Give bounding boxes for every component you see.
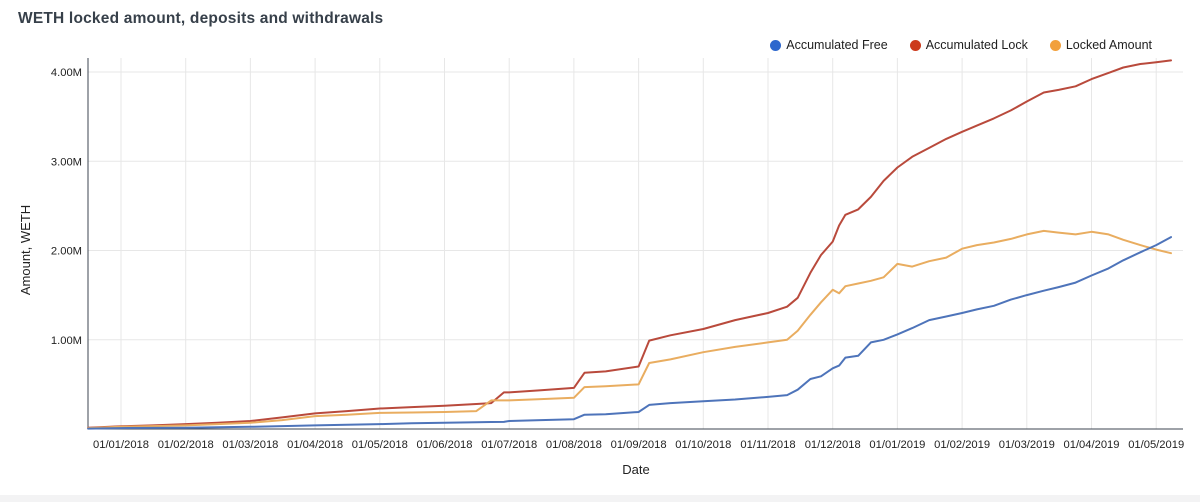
tick-labels: 01/01/2018 01/02/2018 01/03/2018 01/04/2018… (51, 67, 1184, 451)
svg-text:01/03/2018: 01/03/2018 (222, 439, 278, 451)
svg-text:01/09/2018: 01/09/2018 (611, 439, 667, 451)
series-line-locked-amount (87, 229, 1172, 430)
svg-text:01/02/2019: 01/02/2019 (934, 439, 990, 451)
legend-item-accumulated-lock[interactable]: Accumulated Lock (909, 38, 1028, 52)
legend-label: Accumulated Lock (925, 38, 1028, 52)
y-axis-title: Amount, WETH (18, 205, 33, 295)
legend-dot-orange-icon (1049, 39, 1061, 51)
svg-text:01/01/2019: 01/01/2019 (869, 439, 925, 451)
svg-text:01/12/2018: 01/12/2018 (805, 439, 861, 451)
chart-legend: Accumulated Free Accumulated Lock Locked… (770, 38, 1152, 52)
svg-text:01/07/2018: 01/07/2018 (481, 439, 537, 451)
svg-text:1.00M: 1.00M (51, 335, 82, 347)
legend-label: Accumulated Free (786, 38, 888, 52)
legend-dot-red-icon (909, 39, 921, 51)
x-axis-title: Date (622, 462, 649, 477)
svg-text:3.00M: 3.00M (51, 156, 82, 168)
chart-title: WETH locked amount, deposits and withdra… (18, 10, 384, 27)
svg-text:01/01/2018: 01/01/2018 (93, 439, 149, 451)
series-line-accumulated-free (87, 236, 1172, 430)
series-line-accumulated-lock (87, 59, 1172, 429)
svg-text:01/05/2018: 01/05/2018 (352, 439, 408, 451)
svg-text:2.00M: 2.00M (51, 246, 82, 258)
axes (87, 58, 1183, 430)
svg-text:01/02/2018: 01/02/2018 (158, 439, 214, 451)
svg-text:01/03/2019: 01/03/2019 (999, 439, 1055, 451)
legend-item-accumulated-free[interactable]: Accumulated Free (770, 38, 888, 52)
svg-text:01/08/2018: 01/08/2018 (546, 439, 602, 451)
svg-text:01/10/2018: 01/10/2018 (675, 439, 731, 451)
svg-text:01/06/2018: 01/06/2018 (417, 439, 473, 451)
bottom-panel-edge (0, 495, 1200, 502)
legend-dot-blue-icon (770, 39, 782, 51)
data-series-lines (87, 59, 1172, 430)
legend-item-locked-amount[interactable]: Locked Amount (1049, 38, 1152, 52)
svg-text:01/04/2019: 01/04/2019 (1064, 439, 1120, 451)
svg-text:4.00M: 4.00M (51, 67, 82, 79)
svg-text:01/05/2019: 01/05/2019 (1128, 439, 1184, 451)
gridlines (88, 58, 1183, 429)
svg-text:01/04/2018: 01/04/2018 (287, 439, 343, 451)
svg-text:01/11/2018: 01/11/2018 (740, 439, 795, 451)
legend-label: Locked Amount (1065, 38, 1152, 52)
